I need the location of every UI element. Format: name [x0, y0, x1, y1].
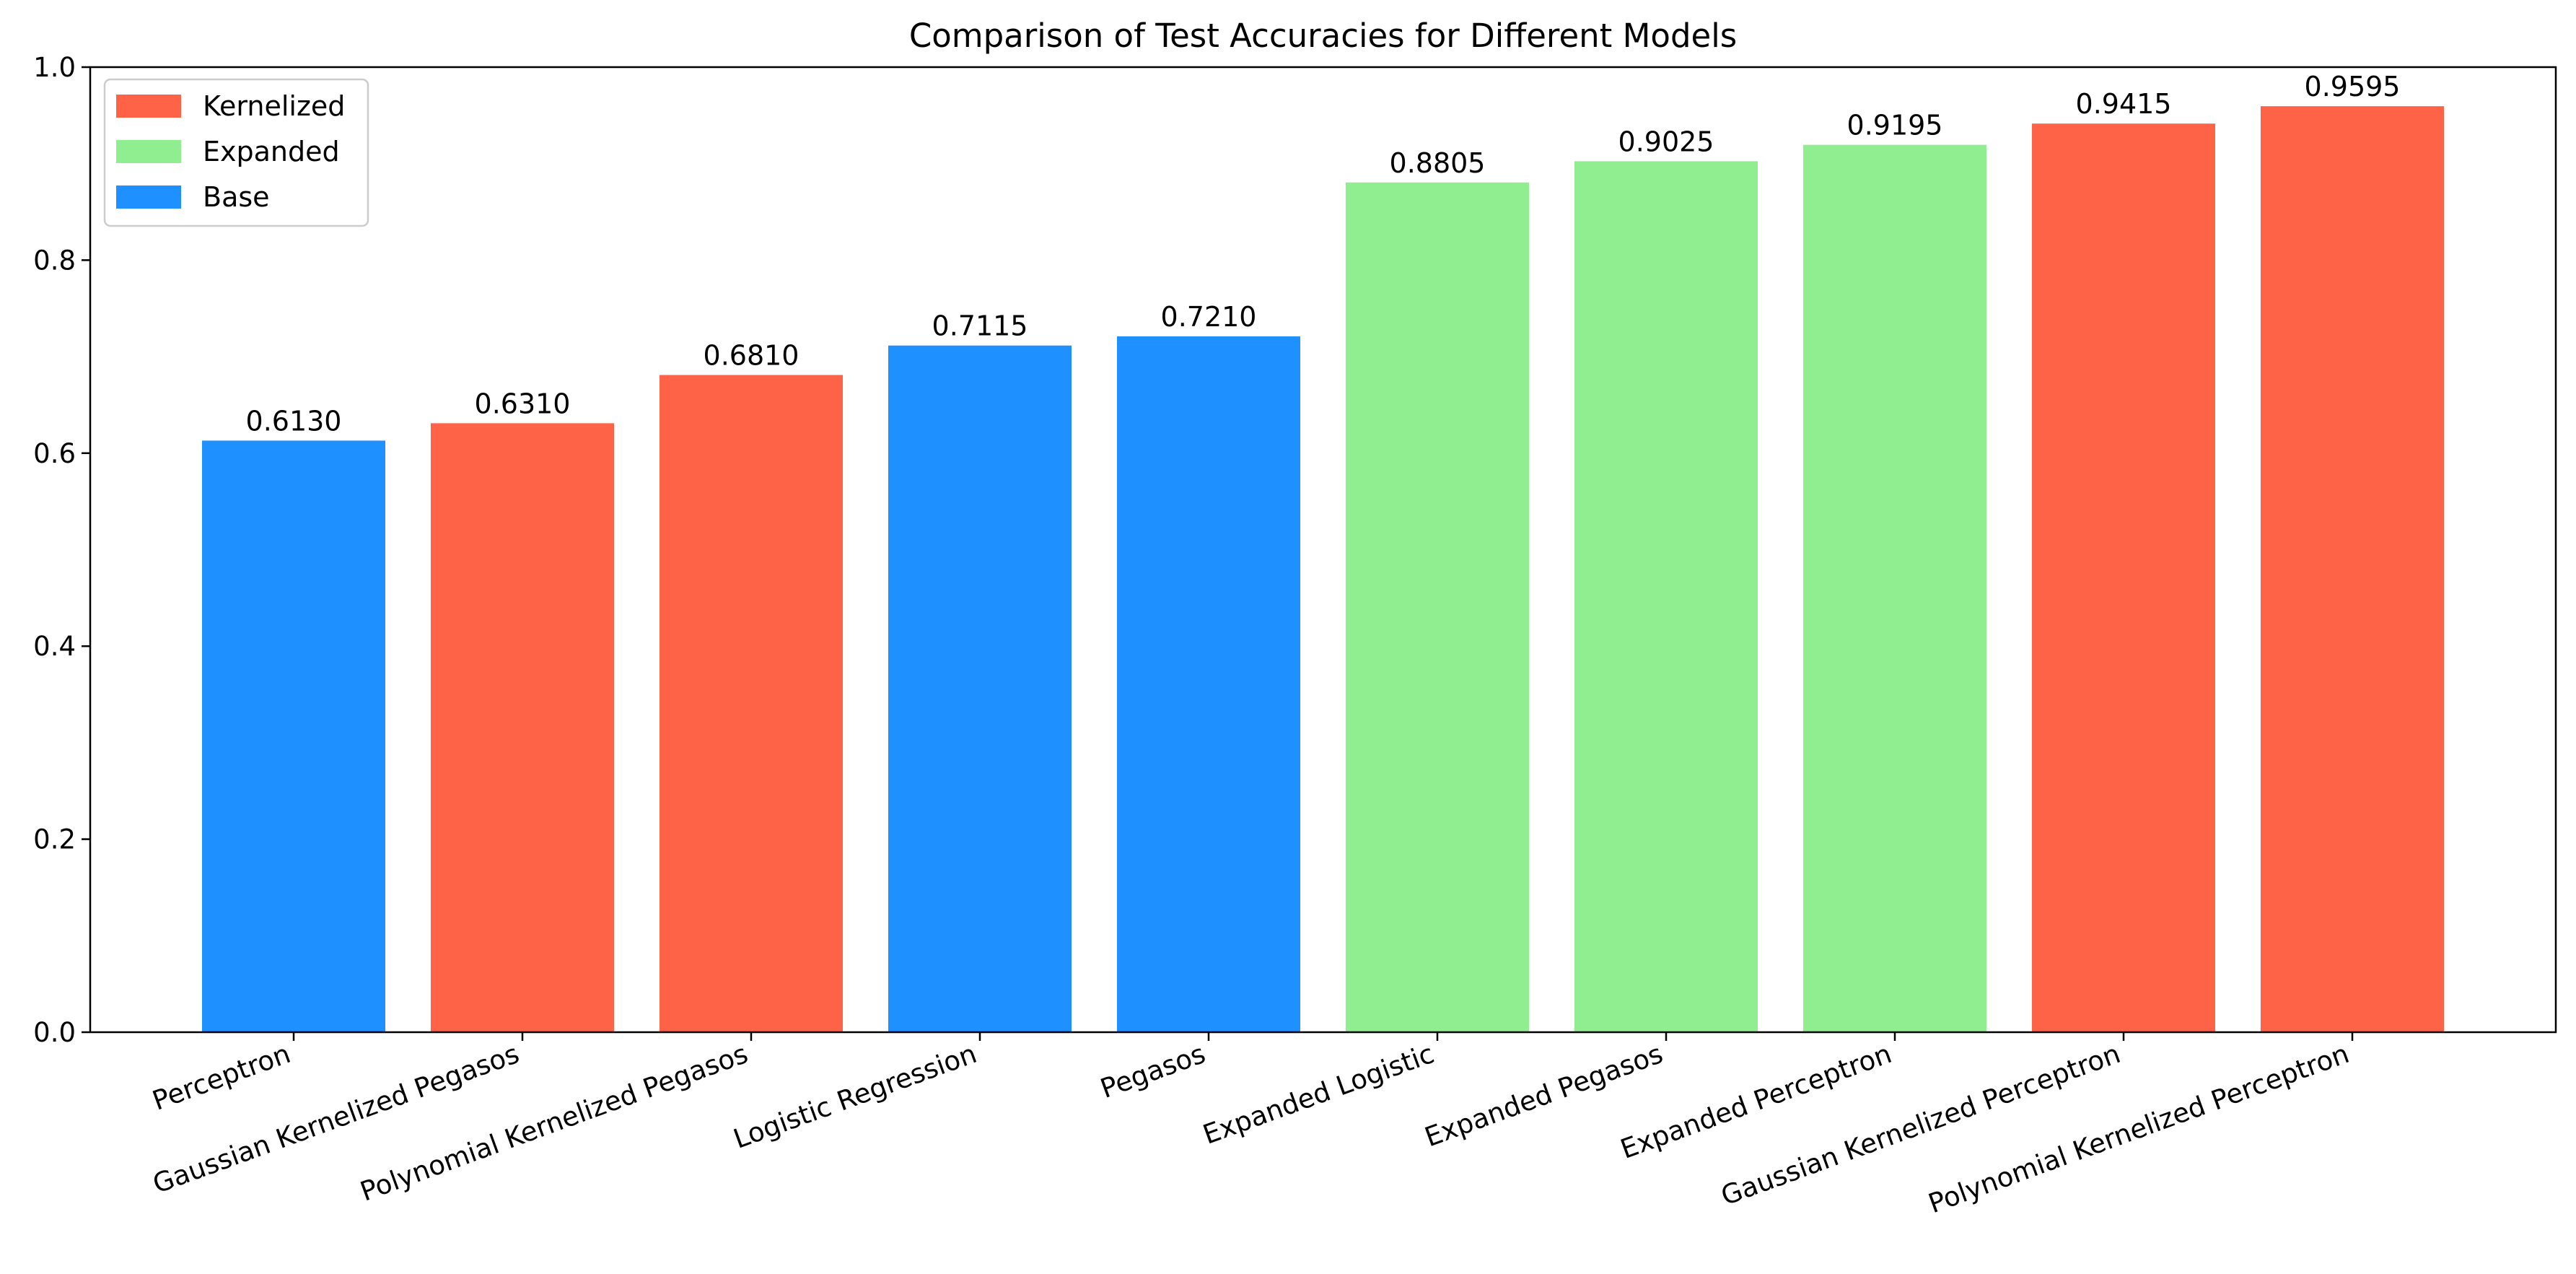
legend-label: Expanded [203, 136, 340, 167]
legend-label: Base [203, 181, 270, 213]
y-tick-label: 0.0 [33, 1017, 76, 1048]
bar-value-label: 0.9595 [2305, 71, 2401, 102]
y-tick-label: 0.4 [33, 631, 76, 662]
bar-value-label: 0.7210 [1161, 301, 1257, 333]
bar-value-label: 0.6130 [246, 405, 342, 437]
bar-value-label: 0.6810 [704, 340, 799, 372]
bar [2032, 123, 2215, 1033]
legend-swatch [116, 186, 181, 209]
y-tick-label: 1.0 [33, 52, 76, 83]
bar-value-label: 0.6310 [475, 388, 571, 419]
bar [431, 423, 614, 1032]
bar-value-label: 0.7115 [932, 310, 1028, 342]
bar [660, 375, 843, 1032]
legend-swatch [116, 95, 181, 118]
bar [1346, 182, 1529, 1033]
y-tick-label: 0.2 [33, 824, 76, 855]
chart-title: Comparison of Test Accuracies for Differ… [909, 17, 1737, 55]
plot-frame [89, 66, 2557, 1034]
bar-value-label: 0.9415 [2076, 88, 2172, 120]
y-tick-label: 0.8 [33, 245, 76, 276]
bar [1574, 161, 1758, 1032]
value-labels-layer: 0.6130 0.6310 0.6810 0.7115 0.7210 0.8805 0.90… [246, 71, 2401, 437]
bar [2261, 106, 2444, 1033]
legend-label: Kernelized [203, 90, 345, 122]
bar [1803, 144, 1986, 1032]
bars-layer [202, 106, 2444, 1033]
legend: Kernelized Expanded Base [103, 78, 369, 227]
bar-value-label: 0.8805 [1390, 147, 1486, 179]
legend-swatch [116, 140, 181, 163]
bar [202, 440, 385, 1032]
bar-value-label: 0.9025 [1618, 126, 1714, 157]
bar [888, 345, 1072, 1032]
y-tick-label: 0.6 [33, 438, 76, 469]
bar [1117, 336, 1300, 1032]
bar-value-label: 0.9195 [1847, 110, 1943, 141]
